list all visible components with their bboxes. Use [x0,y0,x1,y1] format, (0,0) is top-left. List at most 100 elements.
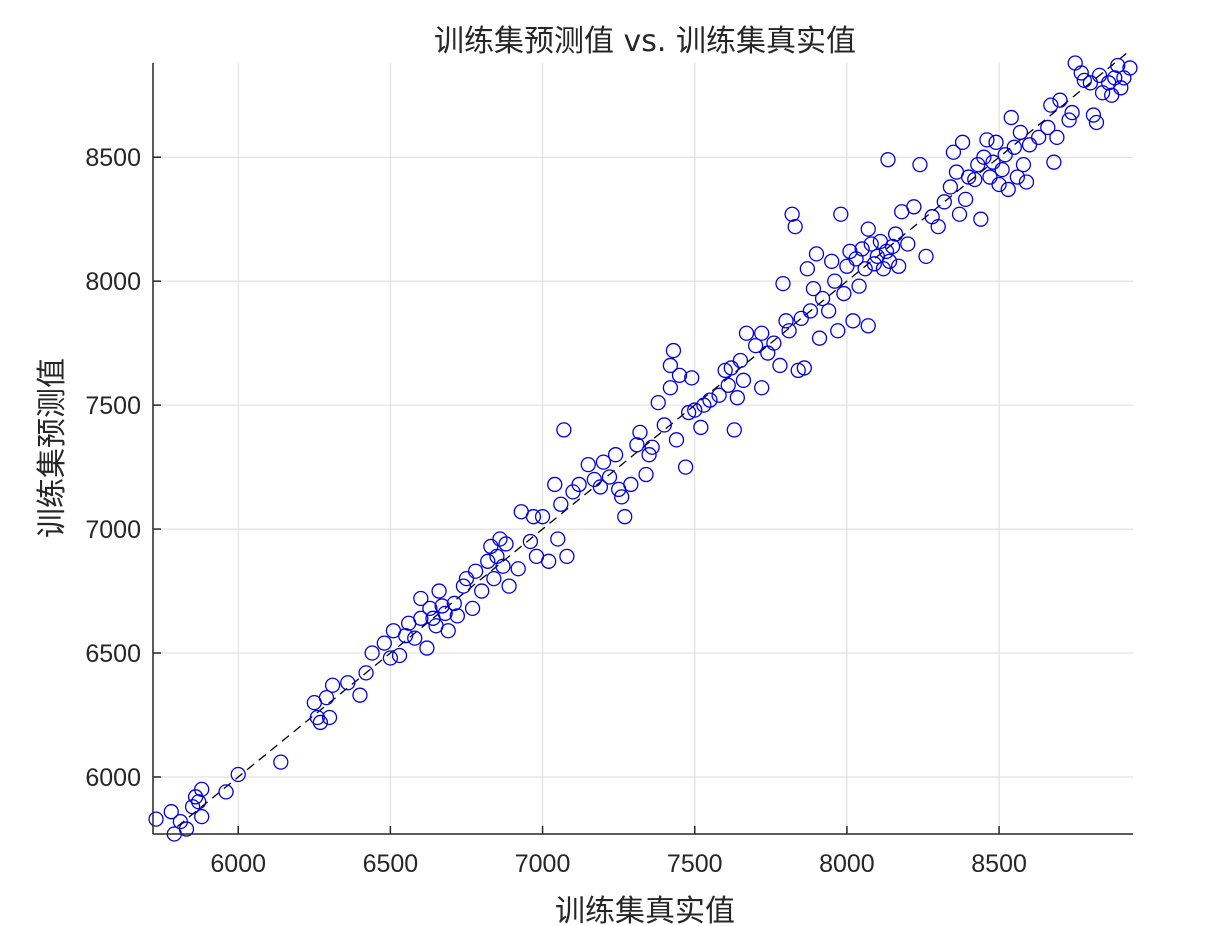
data-point [851,278,867,294]
data-point [474,583,490,599]
y-tick-label: 8000 [85,268,141,296]
data-point [662,357,679,374]
data-point [887,226,904,242]
data-point [340,675,356,691]
data-point [997,147,1013,163]
data-point [541,553,557,569]
data-point [550,531,566,547]
data-point [522,533,539,550]
data-point [1046,154,1062,170]
data-point [321,709,338,726]
data-point [191,794,207,810]
data-point [766,335,782,351]
data-point [1104,87,1120,103]
data-point [492,531,508,547]
data-point [906,199,922,215]
data-point [778,313,794,329]
data-point [711,387,727,403]
data-point [440,623,456,639]
data-point [510,561,526,577]
data-point [687,402,703,418]
data-point [1052,92,1068,108]
data-point [273,754,289,770]
data-point [498,536,514,552]
data-point [924,209,940,225]
data-point [918,248,934,265]
data-point [309,709,325,726]
data-point [559,548,575,564]
data-point [1000,181,1016,198]
data-point [988,134,1004,150]
data-point [808,246,825,262]
data-point [836,285,852,302]
data-point [985,154,1001,170]
data-point [194,781,210,798]
data-point [1064,104,1080,121]
data-point [419,640,435,656]
data-point [318,689,335,706]
data-point [525,509,542,525]
data-point [951,206,968,222]
data-point [364,645,380,661]
data-point [839,258,855,274]
data-point [352,687,368,703]
data-point [376,635,392,651]
data-point [830,323,846,339]
x-axis-label: 训练集真实值 [555,894,735,926]
data-point [802,303,819,319]
data-point [747,337,764,354]
y-tick-label: 7500 [85,392,141,420]
x-tick-label: 6500 [363,850,419,878]
x-tick-label: 7000 [515,850,571,878]
data-point [671,367,688,384]
data-point [821,303,837,319]
data-point [434,598,450,614]
data-point [994,161,1010,178]
data-point [1049,129,1065,146]
data-point [880,152,896,168]
data-point [486,571,502,587]
data-point [976,149,992,165]
data-point [1067,55,1083,71]
data-point [729,390,745,406]
data-point [644,439,660,455]
data-point [422,600,438,617]
data-point [1040,119,1056,136]
data-point [693,419,709,436]
data-point [1122,60,1138,76]
data-point [860,221,876,237]
y-axis-label: 训练集预测值 [35,358,70,538]
data-point [754,380,770,396]
data-point [860,318,876,334]
data-point [781,323,797,339]
data-point [1110,57,1126,74]
data-point [957,191,974,208]
x-tick-label: 7500 [667,850,723,878]
data-point [413,610,429,626]
data-point [982,169,998,185]
axes [152,63,1133,835]
data-point [148,811,164,827]
data-point [1009,169,1025,185]
x-tick-label: 8500 [971,850,1027,878]
data-point [617,509,633,525]
data-point [760,345,776,361]
data-point [854,241,870,257]
data-point [178,821,195,837]
data-point [881,253,898,269]
data-point [723,360,739,376]
data-point [662,380,679,396]
data-point [677,459,694,475]
data-point [954,134,971,150]
data-point [833,206,849,222]
data-point [592,479,609,495]
data-point [1061,112,1077,128]
data-points [148,55,1138,842]
data-point [732,352,749,369]
data-point [601,469,618,485]
data-point [1021,137,1038,153]
data-point [230,766,246,783]
data-point [1091,67,1108,84]
data-point [936,194,952,210]
